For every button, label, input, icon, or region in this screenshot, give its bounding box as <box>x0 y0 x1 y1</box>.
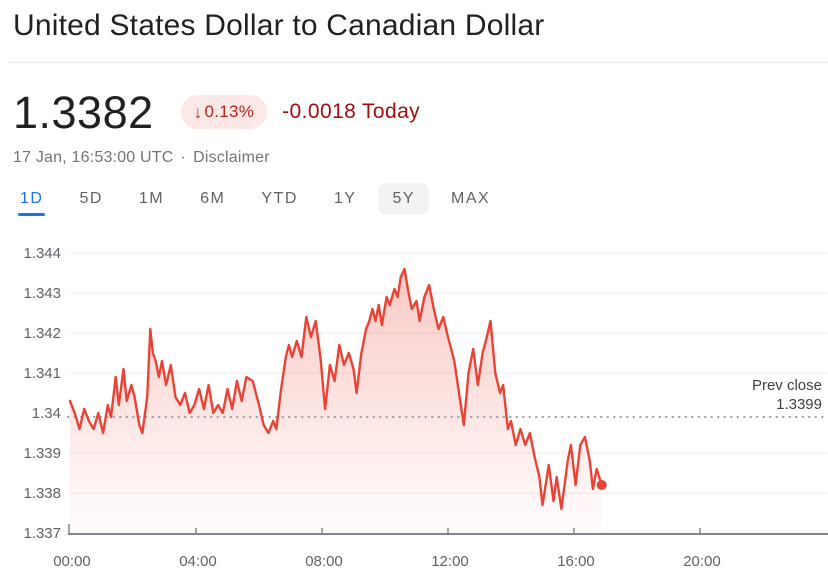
tab-label: 1M <box>138 190 165 207</box>
y-axis-label: 1.337 <box>23 525 61 542</box>
change-percent-value: 0.13% <box>204 102 255 121</box>
tab-label: 5D <box>79 190 103 207</box>
current-price: 1.3382 <box>13 86 154 138</box>
y-axis-label: 1.344 <box>23 245 61 262</box>
tab-label: YTD <box>261 190 298 207</box>
x-axis-label: 16:00 <box>557 553 595 570</box>
y-axis-label: 1.338 <box>23 485 61 502</box>
disclaimer-link[interactable]: Disclaimer <box>193 149 270 166</box>
tab-label: MAX <box>451 190 491 207</box>
x-axis-label: 20:00 <box>683 553 721 570</box>
tab-5d[interactable]: 5D <box>65 183 116 215</box>
tab-1m[interactable]: 1M <box>125 183 178 215</box>
price-chart[interactable]: Prev close 1.3399 00:00 04:00 08:00 12:00 16:0… <box>0 230 828 576</box>
prev-close-label: Prev close <box>752 377 822 394</box>
x-axis-label: 00:00 <box>53 553 91 570</box>
change-absolute-today: -0.0018 Today <box>282 100 421 123</box>
tab-ytd[interactable]: YTD <box>247 183 312 215</box>
tab-1d[interactable]: 1D <box>6 183 57 215</box>
prev-close-value: 1.3399 <box>776 396 822 413</box>
tab-5y[interactable]: 5Y <box>378 183 430 215</box>
x-axis-label: 04:00 <box>179 553 217 570</box>
header-divider <box>8 62 828 63</box>
change-percent-badge: ↓ 0.13% <box>180 95 268 129</box>
tab-max[interactable]: MAX <box>437 183 504 215</box>
separator-dot: · <box>180 149 187 166</box>
y-axis-label: 1.343 <box>23 285 61 302</box>
area-fill <box>70 269 602 533</box>
x-axis-label: 08:00 <box>305 553 343 570</box>
time-range-tabs: 1D 5D 1M 6M YTD 1Y 5Y MAX <box>6 183 504 215</box>
tab-label: 5Y <box>392 190 416 207</box>
tab-label: 1D <box>20 190 44 207</box>
page-title: United States Dollar to Canadian Dollar <box>13 9 545 42</box>
quote-timestamp: 17 Jan, 16:53:00 UTC <box>13 149 174 166</box>
timestamp-row: 17 Jan, 16:53:00 UTC · Disclaimer <box>13 149 270 167</box>
y-axis-label: 1.339 <box>23 445 61 462</box>
quote-summary: 1.3382 ↓ 0.13% -0.0018 Today <box>13 86 420 138</box>
price-line <box>68 267 603 511</box>
tab-1y[interactable]: 1Y <box>320 183 371 215</box>
tab-6m[interactable]: 6M <box>186 183 239 215</box>
tab-label: 6M <box>200 190 226 207</box>
y-axis-label: 1.34 <box>32 405 61 422</box>
tab-label: 1Y <box>333 190 357 207</box>
arrow-down-icon: ↓ <box>193 102 203 122</box>
last-point-dot <box>596 480 607 490</box>
x-axis-label: 12:00 <box>431 553 469 570</box>
chart-canvas[interactable]: Prev close 1.3399 00:00 04:00 08:00 12:00 16:0… <box>0 230 828 576</box>
y-axis-label: 1.341 <box>23 365 61 382</box>
y-axis-label: 1.342 <box>23 325 61 342</box>
